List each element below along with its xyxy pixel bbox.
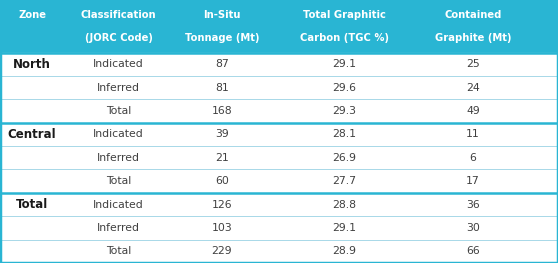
Text: 66: 66 [466, 246, 480, 256]
Text: Zone: Zone [18, 10, 46, 20]
Text: 21: 21 [215, 153, 229, 163]
Text: 28.9: 28.9 [333, 246, 357, 256]
Text: Total: Total [106, 106, 131, 116]
Text: 26.9: 26.9 [333, 153, 357, 163]
Text: 28.8: 28.8 [333, 200, 357, 210]
Text: Inferred: Inferred [97, 83, 140, 93]
Text: 29.1: 29.1 [333, 59, 357, 69]
Text: 27.7: 27.7 [333, 176, 357, 186]
Text: Indicated: Indicated [93, 129, 144, 139]
Text: In-Situ: In-Situ [203, 10, 240, 20]
Text: 87: 87 [215, 59, 229, 69]
Text: 60: 60 [215, 176, 229, 186]
Text: Total: Total [106, 176, 131, 186]
Text: Total: Total [16, 198, 48, 211]
Text: 103: 103 [211, 223, 232, 233]
Text: 6: 6 [469, 153, 477, 163]
Text: 29.3: 29.3 [333, 106, 357, 116]
Text: Total: Total [106, 246, 131, 256]
Text: 36: 36 [466, 200, 480, 210]
Text: 229: 229 [211, 246, 232, 256]
Text: 30: 30 [466, 223, 480, 233]
Text: Inferred: Inferred [97, 153, 140, 163]
Text: 168: 168 [211, 106, 232, 116]
Text: 11: 11 [466, 129, 480, 139]
Text: Indicated: Indicated [93, 59, 144, 69]
Text: 49: 49 [466, 106, 480, 116]
Text: Classification: Classification [81, 10, 156, 20]
Text: 29.6: 29.6 [333, 83, 357, 93]
Text: Carbon (TGC %): Carbon (TGC %) [300, 33, 389, 43]
Bar [0, 0, 558, 53]
Text: Total Graphitic: Total Graphitic [303, 10, 386, 20]
Text: 39: 39 [215, 129, 229, 139]
Text: Tonnage (Mt): Tonnage (Mt) [185, 33, 259, 43]
Text: Central: Central [8, 128, 56, 141]
Text: 25: 25 [466, 59, 480, 69]
Text: 24: 24 [466, 83, 480, 93]
Text: 126: 126 [211, 200, 232, 210]
Text: 28.1: 28.1 [333, 129, 357, 139]
Text: Indicated: Indicated [93, 200, 144, 210]
Text: 81: 81 [215, 83, 229, 93]
Text: Contained: Contained [444, 10, 502, 20]
Text: 17: 17 [466, 176, 480, 186]
Text: 29.1: 29.1 [333, 223, 357, 233]
Text: North: North [13, 58, 51, 71]
Bar [0, 53, 558, 263]
Text: (JORC Code): (JORC Code) [85, 33, 152, 43]
Text: Graphite (Mt): Graphite (Mt) [435, 33, 511, 43]
Text: Inferred: Inferred [97, 223, 140, 233]
